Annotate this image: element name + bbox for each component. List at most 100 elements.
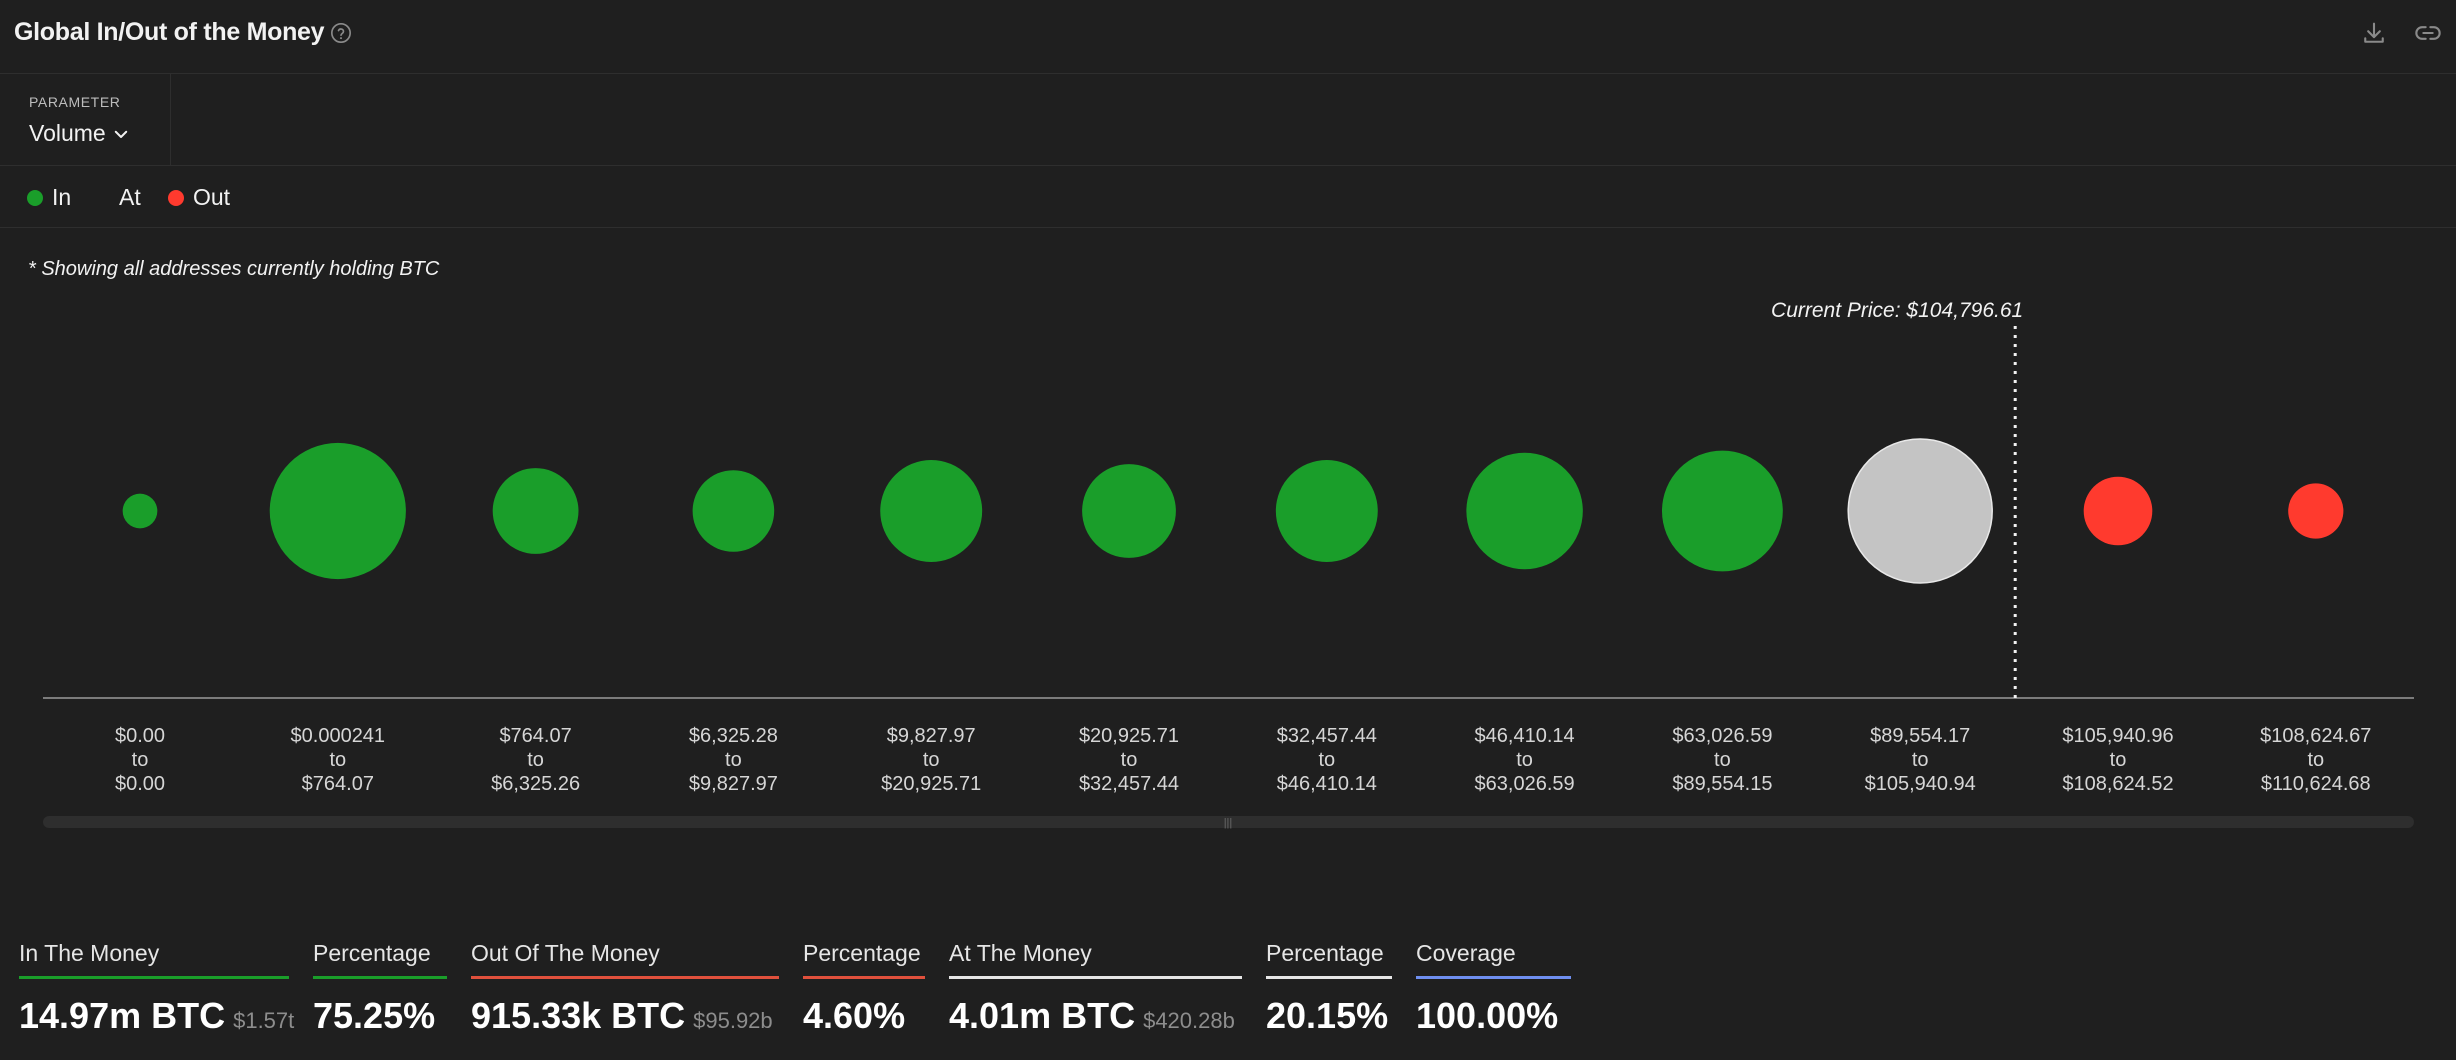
range-from-label: $63,026.59 (1672, 725, 1772, 747)
stat-value: 4.60% (803, 995, 925, 1037)
bubble-in[interactable] (692, 470, 775, 552)
stat-usd-value: $95.92b (693, 1008, 773, 1033)
stat-underline (471, 976, 779, 979)
stat-underline (19, 976, 289, 979)
stat-value: 4.01m BTC $420.28b (949, 995, 1242, 1037)
legend-dot-in (27, 189, 43, 206)
bubble-in[interactable] (1466, 452, 1583, 570)
range-from-label: $0.000241 (291, 725, 386, 747)
current-price-label: Current Price: $104,796.61 (1771, 299, 2023, 322)
bubble-in[interactable] (269, 442, 406, 580)
link-icon[interactable] (2414, 19, 2442, 47)
legend-label-out: Out (193, 184, 231, 210)
range-from-label: $764.07 (499, 725, 571, 747)
stat-value: 75.25% (313, 995, 447, 1037)
stat-value-text: 4.60% (803, 995, 906, 1036)
stat-value-text: 14.97m BTC (19, 995, 226, 1036)
summary-stat: Coverage 100.00% (1416, 940, 1571, 1037)
range-to-label: to (1516, 749, 1533, 771)
bubble-in[interactable] (122, 493, 158, 529)
range-to-label: to (1318, 749, 1335, 771)
range-end-label: $20,925.71 (881, 773, 981, 795)
range-to-label: to (2110, 749, 2127, 771)
bubble-in[interactable] (1661, 450, 1783, 572)
bubble-in[interactable] (1082, 464, 1176, 558)
stat-value-text: 100.00% (1416, 995, 1559, 1036)
legend-item-at[interactable]: At (94, 184, 141, 211)
stat-underline (313, 976, 447, 979)
bubble-at[interactable] (1847, 438, 1993, 584)
bubble-in[interactable] (492, 468, 579, 554)
stat-value-text: 75.25% (313, 995, 436, 1036)
summary-stat: Percentage 20.15% (1266, 940, 1392, 1037)
range-to-label: to (923, 749, 940, 771)
range-to-label: to (132, 749, 149, 771)
bubble-out[interactable] (2083, 476, 2153, 546)
range-end-label: $764.07 (302, 773, 374, 795)
range-to-label: to (329, 749, 346, 771)
range-to-label: to (1121, 749, 1138, 771)
range-end-label: $89,554.15 (1672, 773, 1772, 795)
legend-item-in[interactable]: In (27, 184, 71, 211)
range-end-label: $105,940.94 (1865, 773, 1976, 795)
legend-label-in: In (52, 184, 72, 210)
question-circle-icon[interactable] (330, 22, 352, 44)
range-from-label: $89,554.17 (1870, 725, 1970, 747)
stat-value: 20.15% (1266, 995, 1392, 1037)
stat-value-text: 915.33k BTC (471, 995, 686, 1036)
range-to-label: to (527, 749, 544, 771)
bubble-chart: $0.00to$0.00$0.000241to$764.07$764.07to$… (43, 299, 2414, 829)
stat-value: 14.97m BTC $1.57t (19, 995, 294, 1037)
bubble-in[interactable] (1275, 460, 1378, 562)
range-end-label: $9,827.97 (689, 773, 778, 795)
summary-stat: Percentage 4.60% (803, 940, 925, 1037)
range-from-label: $6,325.28 (689, 725, 778, 747)
stat-label: In The Money (19, 940, 160, 966)
range-to-label: to (725, 749, 742, 771)
holding-note: * Showing all addresses currently holdin… (28, 258, 440, 280)
stat-value: 915.33k BTC $95.92b (471, 995, 779, 1037)
stat-underline (949, 976, 1242, 979)
parameter-row: PARAMETER Volume (0, 74, 2456, 166)
widget-title: Global In/Out of the Money (14, 18, 325, 46)
bubble-out[interactable] (2288, 483, 2344, 539)
range-end-label: $46,410.14 (1277, 773, 1377, 795)
legend: In At Out (0, 166, 2456, 228)
range-from-label: $20,925.71 (1079, 725, 1179, 747)
range-from-label: $0.00 (115, 725, 165, 747)
stat-value-text: 20.15% (1266, 995, 1389, 1036)
stat-label: Percentage (1266, 940, 1384, 966)
summary-stat: At The Money 4.01m BTC $420.28b (949, 940, 1242, 1037)
summary-stat: Percentage 75.25% (313, 940, 447, 1037)
range-end-label: $110,624.68 (2261, 773, 2371, 795)
stat-underline (1416, 976, 1571, 979)
legend-label-at: At (119, 184, 141, 210)
range-to-label: to (1912, 749, 1929, 771)
stat-label: Coverage (1416, 940, 1516, 966)
range-from-label: $32,457.44 (1277, 725, 1377, 747)
range-end-label: $0.00 (115, 773, 165, 795)
range-end-label: $108,624.52 (2062, 773, 2173, 795)
scrollbar-grip-icon[interactable]: ||| (1224, 817, 1233, 829)
widget-header: Global In/Out of the Money (0, 0, 2456, 74)
stat-value-text: 4.01m BTC (949, 995, 1136, 1036)
chevron-down-icon (114, 130, 127, 138)
stat-underline (1266, 976, 1392, 979)
download-icon[interactable] (2360, 19, 2388, 47)
chart-scrollbar-track[interactable] (43, 816, 2414, 828)
stat-label: Out Of The Money (471, 940, 660, 966)
stat-label: At The Money (949, 940, 1092, 966)
stat-value: 100.00% (1416, 995, 1571, 1037)
summary-stat: Out Of The Money 915.33k BTC $95.92b (471, 940, 779, 1037)
range-to-label: to (2307, 749, 2324, 771)
legend-item-out[interactable]: Out (168, 184, 230, 211)
summary-stats: In The Money 14.97m BTC $1.57t Percentage 75… (0, 940, 2456, 1060)
bubble-in[interactable] (880, 460, 983, 562)
range-from-label: $105,940.96 (2062, 725, 2173, 747)
stat-label: Percentage (313, 940, 431, 966)
range-to-label: to (1714, 749, 1731, 771)
stat-usd-value: $420.28b (1143, 1008, 1235, 1033)
range-end-label: $63,026.59 (1475, 773, 1575, 795)
stat-label: Percentage (803, 940, 921, 966)
parameter-dropdown[interactable]: Volume (29, 120, 130, 147)
